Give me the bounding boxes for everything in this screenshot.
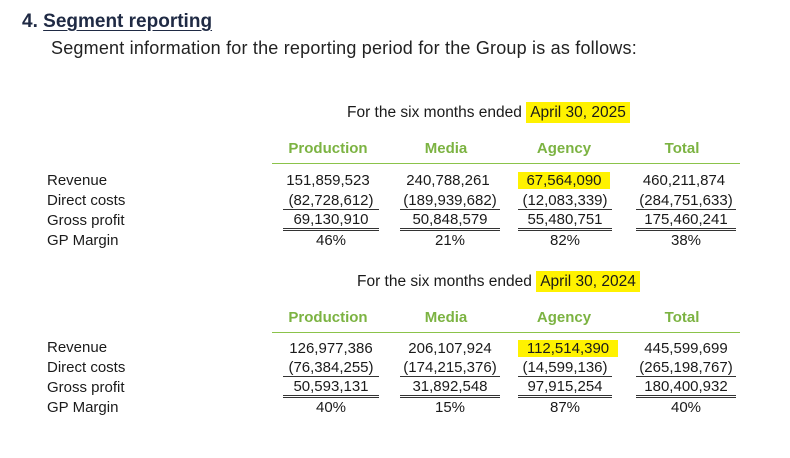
cell-direct-costs-agency: (12,083,339) xyxy=(518,192,612,210)
cell-direct-costs-media: (174,215,376) xyxy=(400,359,500,377)
cell-revenue-total: 460,211,874 xyxy=(642,172,726,189)
col-header-total: Total xyxy=(664,140,700,157)
col-header-agency: Agency xyxy=(536,140,592,157)
period-prefix: For the six months ended xyxy=(347,104,527,121)
col-header-production: Production xyxy=(288,140,368,157)
period-date-highlight: April 30, 2025 xyxy=(526,102,630,123)
cell-revenue-agency: 67,564,090 xyxy=(518,172,610,189)
section-heading: 4. Segment reporting xyxy=(22,11,212,33)
cell-revenue-agency: 112,514,390 xyxy=(518,340,618,357)
cell-gp-margin-agency: 87% xyxy=(549,399,581,416)
row-label-revenue: Revenue xyxy=(47,339,108,356)
cell-gp-margin-media: 21% xyxy=(434,232,466,249)
cell-revenue-production: 126,977,386 xyxy=(289,340,373,357)
cell-gross-profit-total: 180,400,932 xyxy=(636,378,736,398)
cell-direct-costs-production: (82,728,612) xyxy=(283,192,379,210)
intro-text: Segment information for the reporting pe… xyxy=(51,38,637,58)
cell-revenue-media: 240,788,261 xyxy=(406,172,490,189)
cell-gross-profit-media: 50,848,579 xyxy=(400,211,500,231)
row-label-gross-profit: Gross profit xyxy=(47,212,125,229)
col-header-total: Total xyxy=(664,309,700,326)
cell-gross-profit-agency: 55,480,751 xyxy=(518,211,612,231)
header-divider xyxy=(272,163,740,164)
section-number: 4. xyxy=(22,11,38,32)
cell-direct-costs-agency: (14,599,136) xyxy=(518,359,612,377)
period-prefix: For the six months ended xyxy=(357,273,537,290)
cell-gp-margin-production: 46% xyxy=(315,232,347,249)
cell-gp-margin-agency: 82% xyxy=(549,232,581,249)
row-label-gp-margin: GP Margin xyxy=(47,232,119,249)
cell-gp-margin-total: 40% xyxy=(670,399,702,416)
cell-direct-costs-total: (284,751,633) xyxy=(636,192,736,210)
cell-direct-costs-production: (76,384,255) xyxy=(283,359,379,377)
header-divider xyxy=(272,332,740,333)
cell-direct-costs-total: (265,198,767) xyxy=(636,359,736,377)
period-heading-2025: For the six months ended April 30, 2025 xyxy=(347,102,630,123)
col-header-agency: Agency xyxy=(536,309,592,326)
cell-gp-margin-production: 40% xyxy=(315,399,347,416)
col-header-production: Production xyxy=(288,309,368,326)
row-label-direct-costs: Direct costs xyxy=(47,359,126,376)
row-label-direct-costs: Direct costs xyxy=(47,192,126,209)
cell-direct-costs-media: (189,939,682) xyxy=(400,192,500,210)
period-heading-2024: For the six months ended April 30, 2024 xyxy=(357,271,640,292)
col-header-media: Media xyxy=(424,140,468,157)
row-label-gross-profit: Gross profit xyxy=(47,379,125,396)
cell-gross-profit-media: 31,892,548 xyxy=(400,378,500,398)
cell-gross-profit-total: 175,460,241 xyxy=(636,211,736,231)
cell-gross-profit-production: 50,593,131 xyxy=(283,378,379,398)
cell-revenue-media: 206,107,924 xyxy=(408,340,492,357)
cell-revenue-total: 445,599,699 xyxy=(644,340,728,357)
row-label-revenue: Revenue xyxy=(47,172,108,189)
cell-gross-profit-production: 69,130,910 xyxy=(283,211,379,231)
section-title: Segment reporting xyxy=(43,11,213,32)
row-label-gp-margin: GP Margin xyxy=(47,399,119,416)
cell-gross-profit-agency: 97,915,254 xyxy=(518,378,612,398)
period-date-highlight: April 30, 2024 xyxy=(536,271,640,292)
col-header-media: Media xyxy=(424,309,468,326)
cell-gp-margin-total: 38% xyxy=(670,232,702,249)
cell-gp-margin-media: 15% xyxy=(434,399,466,416)
cell-revenue-production: 151,859,523 xyxy=(286,172,370,189)
